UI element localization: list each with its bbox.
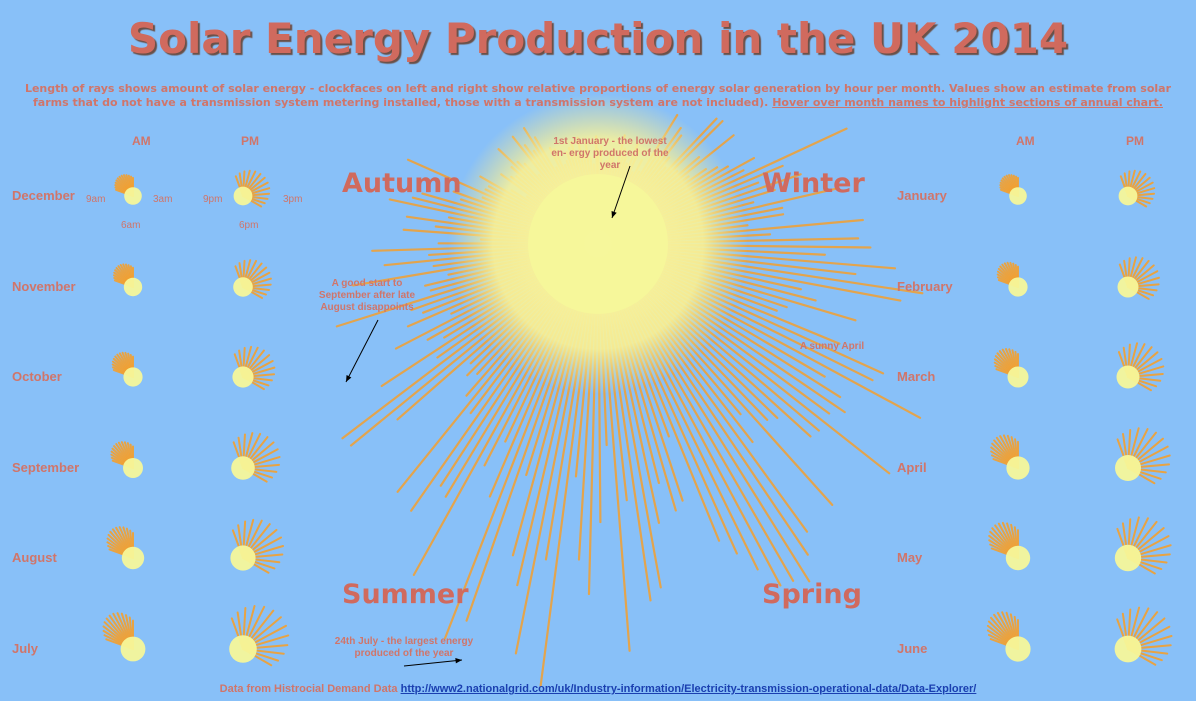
clock-center [1114,635,1142,663]
clock-label-3am: 3am [153,194,173,205]
clockface [1118,169,1156,208]
season-spring: Spring [762,579,862,610]
clockface [111,351,143,387]
right-pm-header: PM [1126,134,1144,148]
month-label-january[interactable]: January [897,188,947,203]
annotation-arrows [345,165,631,667]
clock-center [1005,545,1031,571]
annotation-april: A sunny April [799,341,865,352]
clockface [999,174,1027,205]
clockface [986,611,1031,662]
annotation-september: A good start to September after late Aug… [318,278,416,313]
footer-link[interactable]: http://www2.nationalgrid.com/uk/Industry… [400,683,977,695]
clockface [233,169,271,208]
clock-center [1006,456,1030,480]
left-am-header: AM [132,134,151,148]
clock-center [1114,544,1142,572]
month-label-june[interactable]: June [897,641,928,656]
month-label-april[interactable]: April [897,460,927,475]
month-label-october[interactable]: October [12,369,62,384]
subtitle: Length of rays shows amount of solar ene… [8,82,1188,110]
clockface [230,518,285,574]
annual-rays [335,94,924,687]
clockface [990,434,1030,480]
clock-label-3pm: 3pm [283,194,303,205]
annotation-july24: 24th July - the largest energy produced … [334,636,474,659]
clockface [102,612,146,662]
annual-core-center [528,174,668,314]
arrow-september [345,319,379,383]
clock-center [1117,276,1139,298]
subtitle-text: Length of rays shows amount of solar ene… [24,82,1172,109]
page-title: Solar Energy Production in the UK 2014 [127,14,1069,63]
clock-center [232,366,254,388]
left-pm-header: PM [241,134,259,148]
clockface [1116,342,1165,392]
arrow-jan1 [611,165,631,219]
clock-center [120,636,146,662]
arrow-july24 [403,657,463,667]
clock-center [121,546,145,570]
clockfaces [102,169,1173,667]
clock-center [233,277,253,297]
subtitle-hover-hint: Hover over month names to highlight sect… [772,96,1163,109]
clock-center [1116,365,1140,389]
month-label-february[interactable]: February [897,279,953,294]
season-summer: Summer [342,579,469,610]
month-label-may[interactable]: May [897,550,923,565]
clock-center [123,458,143,478]
footer-label: Data from Histrocial Demand Data [219,683,398,695]
clock-label-6am: 6am [121,220,141,231]
clockface [231,432,281,483]
clockface [1114,606,1173,666]
clockface [110,441,143,478]
clock-center [230,545,256,571]
clock-label-9pm: 9pm [203,194,223,205]
clock-center [1005,636,1031,662]
clockface [232,345,276,391]
month-label-august[interactable]: August [12,550,57,565]
clockface [1114,516,1172,575]
clockface [229,605,290,667]
clockface [993,348,1029,388]
clock-center [233,186,253,206]
clock-center [1008,277,1028,297]
clock-label-9am: 9am [86,194,106,205]
clock-center [124,187,142,205]
clock-center [231,456,255,480]
clockface [233,259,272,300]
clock-center [123,367,143,387]
right-am-header: AM [1016,134,1035,148]
clockface [113,263,143,297]
clockface [988,521,1031,571]
clock-center [123,277,143,297]
annotation-jan1: 1st January - the lowest en- ergy produc… [551,136,669,171]
clock-center [1115,455,1141,481]
month-label-september[interactable]: September [12,460,80,475]
clockface [106,526,145,570]
clockface [114,174,142,205]
clock-center [1007,366,1029,388]
month-label-march[interactable]: March [897,369,936,384]
clock-label-6pm: 6pm [239,220,259,231]
season-winter: Winter [762,168,865,199]
clock-center [1009,187,1027,205]
footer: Data from Histrocial Demand Data http://… [0,683,1196,695]
clockface [996,261,1028,297]
clockface [1117,256,1160,300]
clock-center [1118,186,1138,206]
clockface [1115,427,1171,485]
month-label-november[interactable]: November [12,279,76,294]
season-autumn: Autumn [342,168,462,199]
month-label-july[interactable]: July [12,641,39,656]
month-label-december[interactable]: December [12,188,75,203]
clock-center [229,635,257,663]
